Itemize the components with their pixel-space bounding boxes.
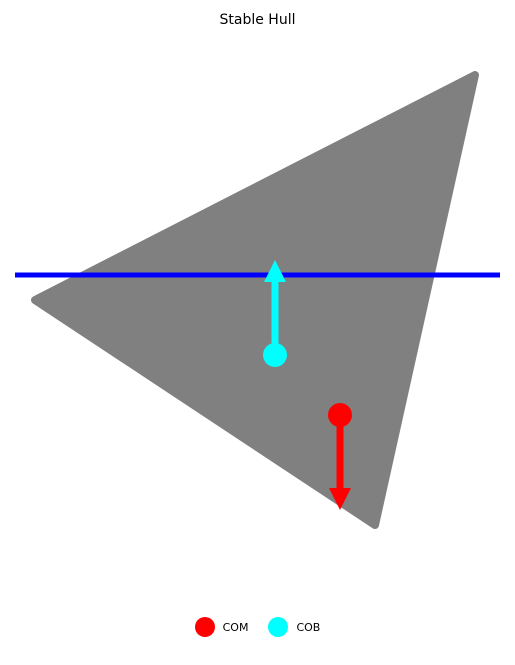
com-marker bbox=[328, 403, 352, 427]
legend-label-cob: COB bbox=[296, 621, 320, 634]
legend: COM COB bbox=[0, 617, 515, 637]
plot-area bbox=[15, 45, 500, 575]
legend-marker-com bbox=[195, 617, 215, 637]
chart-title: Stable Hull bbox=[0, 12, 515, 28]
cob-marker bbox=[263, 343, 287, 367]
diagram-svg bbox=[15, 45, 500, 575]
legend-item-com: COM bbox=[195, 617, 249, 637]
hull-shape bbox=[35, 75, 475, 525]
legend-marker-cob bbox=[268, 617, 288, 637]
legend-label-com: COM bbox=[223, 621, 249, 634]
legend-item-cob: COB bbox=[268, 617, 320, 637]
